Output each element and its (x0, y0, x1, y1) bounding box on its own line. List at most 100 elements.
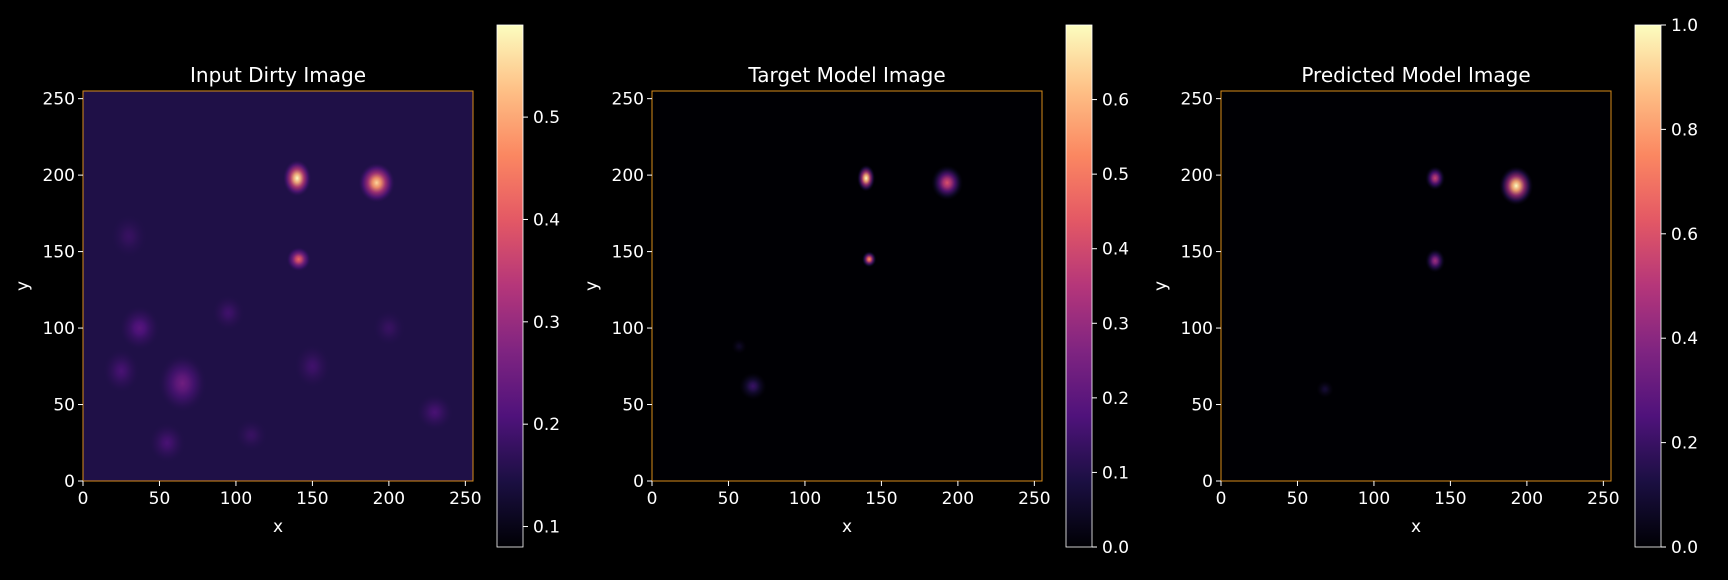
colorbar-tick-label: 0.0 (1671, 538, 1698, 558)
colorbar-tick-label: 0.2 (1671, 434, 1698, 454)
x-axis-label: x (273, 517, 283, 537)
panel-3: Predicted Model Image 0 50 100 150 200 250 0 50 1… (1151, 16, 1698, 558)
x-tick-label: 200 (942, 489, 974, 509)
colorbar-tick-label: 0.2 (533, 415, 560, 435)
source-spot (738, 372, 767, 401)
y-tick-label: 0 (1202, 472, 1213, 492)
x-tick-label: 150 (1434, 489, 1466, 509)
y-tick-label: 250 (43, 90, 75, 110)
y-tick-label: 0 (633, 472, 644, 492)
source-spot (235, 419, 268, 452)
y-tick-label: 250 (1181, 90, 1213, 110)
colorbar (1634, 24, 1662, 548)
x-tick-label: 150 (296, 489, 328, 509)
x-tick-label: 250 (449, 489, 481, 509)
y-tick-label: 50 (53, 396, 75, 416)
y-tick-label: 100 (43, 319, 75, 339)
panel-1: Input Dirty Image 0 50 100 150 200 250 0 50 100 15… (13, 24, 560, 548)
colorbar-tick-label: 0.4 (1671, 329, 1698, 349)
y-axis-label: y (582, 281, 602, 291)
x-tick-label: 50 (1287, 489, 1309, 509)
source-spot (119, 306, 160, 351)
image-spots (731, 164, 964, 401)
y-tick-label: 100 (1181, 319, 1213, 339)
source-spot (1425, 166, 1446, 191)
y-tick-label: 100 (612, 319, 644, 339)
source-spot (1499, 166, 1534, 206)
panel-title: Target Model Image (747, 63, 945, 87)
image-background (1221, 91, 1611, 481)
colorbar-tick-label: 0.3 (1102, 314, 1129, 334)
source-spot (358, 162, 395, 203)
y-tick-label: 50 (622, 396, 644, 416)
colorbar (1065, 24, 1093, 548)
colorbar-tick-label: 0.6 (1671, 225, 1698, 245)
y-tick-label: 200 (612, 166, 644, 186)
colorbar-tick-label: 0.5 (533, 108, 560, 128)
x-tick-label: 50 (149, 489, 171, 509)
colorbar-tick-label: 0.8 (1671, 120, 1698, 140)
x-tick-label: 100 (1358, 489, 1390, 509)
colorbar-tick-label: 0.1 (1102, 463, 1129, 483)
y-tick-label: 150 (43, 243, 75, 263)
colorbar-tick-label: 0.2 (1102, 389, 1129, 409)
source-spot (149, 422, 186, 463)
source-spot (1425, 248, 1446, 273)
x-tick-label: 0 (1216, 489, 1227, 509)
source-spot (110, 214, 147, 258)
x-tick-label: 250 (1587, 489, 1619, 509)
x-tick-label: 0 (647, 489, 658, 509)
x-axis-label: x (842, 517, 852, 537)
source-spot (283, 159, 312, 197)
colorbar-tick-label: 0.4 (533, 210, 560, 230)
y-axis-label: y (1151, 281, 1171, 291)
x-axis-label: x (1411, 517, 1421, 537)
image-background (652, 91, 1042, 481)
plot-frame (82, 90, 474, 482)
image-background (83, 91, 473, 481)
colorbar-tick-label: 1.0 (1671, 16, 1698, 36)
panel-title: Predicted Model Image (1301, 63, 1530, 87)
source-spot (158, 354, 207, 412)
source-spot (857, 164, 876, 192)
plot-frame (1220, 90, 1612, 482)
plot-frame (651, 90, 1043, 482)
colorbar-tick-label: 0.5 (1102, 165, 1129, 185)
image-spots (1316, 166, 1534, 399)
panel-title: Input Dirty Image (190, 63, 366, 87)
panel-2: Target Model Image 0 50 100 150 200 250 0 50 100 1… (582, 24, 1129, 558)
x-tick-label: 100 (789, 489, 821, 509)
y-tick-label: 200 (1181, 166, 1213, 186)
x-tick-label: 200 (373, 489, 405, 509)
y-tick-label: 200 (43, 166, 75, 186)
source-spot (372, 310, 405, 346)
y-tick-label: 150 (1181, 243, 1213, 263)
x-tick-label: 50 (718, 489, 740, 509)
x-tick-label: 250 (1018, 489, 1050, 509)
y-tick-label: 150 (612, 243, 644, 263)
source-spot (861, 251, 877, 268)
x-tick-label: 0 (78, 489, 89, 509)
y-tick-label: 250 (612, 90, 644, 110)
source-spot (103, 349, 140, 393)
source-spot (286, 247, 311, 272)
y-axis-label: y (13, 281, 33, 291)
x-tick-label: 150 (865, 489, 897, 509)
colorbar (496, 24, 524, 548)
source-spot (931, 165, 964, 201)
source-spot (1316, 380, 1334, 399)
colorbar-tick-label: 0.1 (533, 518, 560, 538)
colorbar-tick-label: 0.3 (533, 313, 560, 333)
y-tick-label: 0 (64, 472, 75, 492)
source-spot (416, 394, 453, 431)
y-tick-label: 50 (1191, 396, 1213, 416)
x-tick-label: 100 (220, 489, 252, 509)
source-spot (731, 338, 748, 355)
source-spot (294, 344, 331, 388)
colorbar-tick-label: 0.0 (1102, 538, 1129, 558)
image-spots (103, 159, 453, 463)
colorbar-tick-label: 0.6 (1102, 91, 1129, 111)
source-spot (212, 295, 245, 331)
colorbar-tick-label: 0.4 (1102, 240, 1129, 260)
